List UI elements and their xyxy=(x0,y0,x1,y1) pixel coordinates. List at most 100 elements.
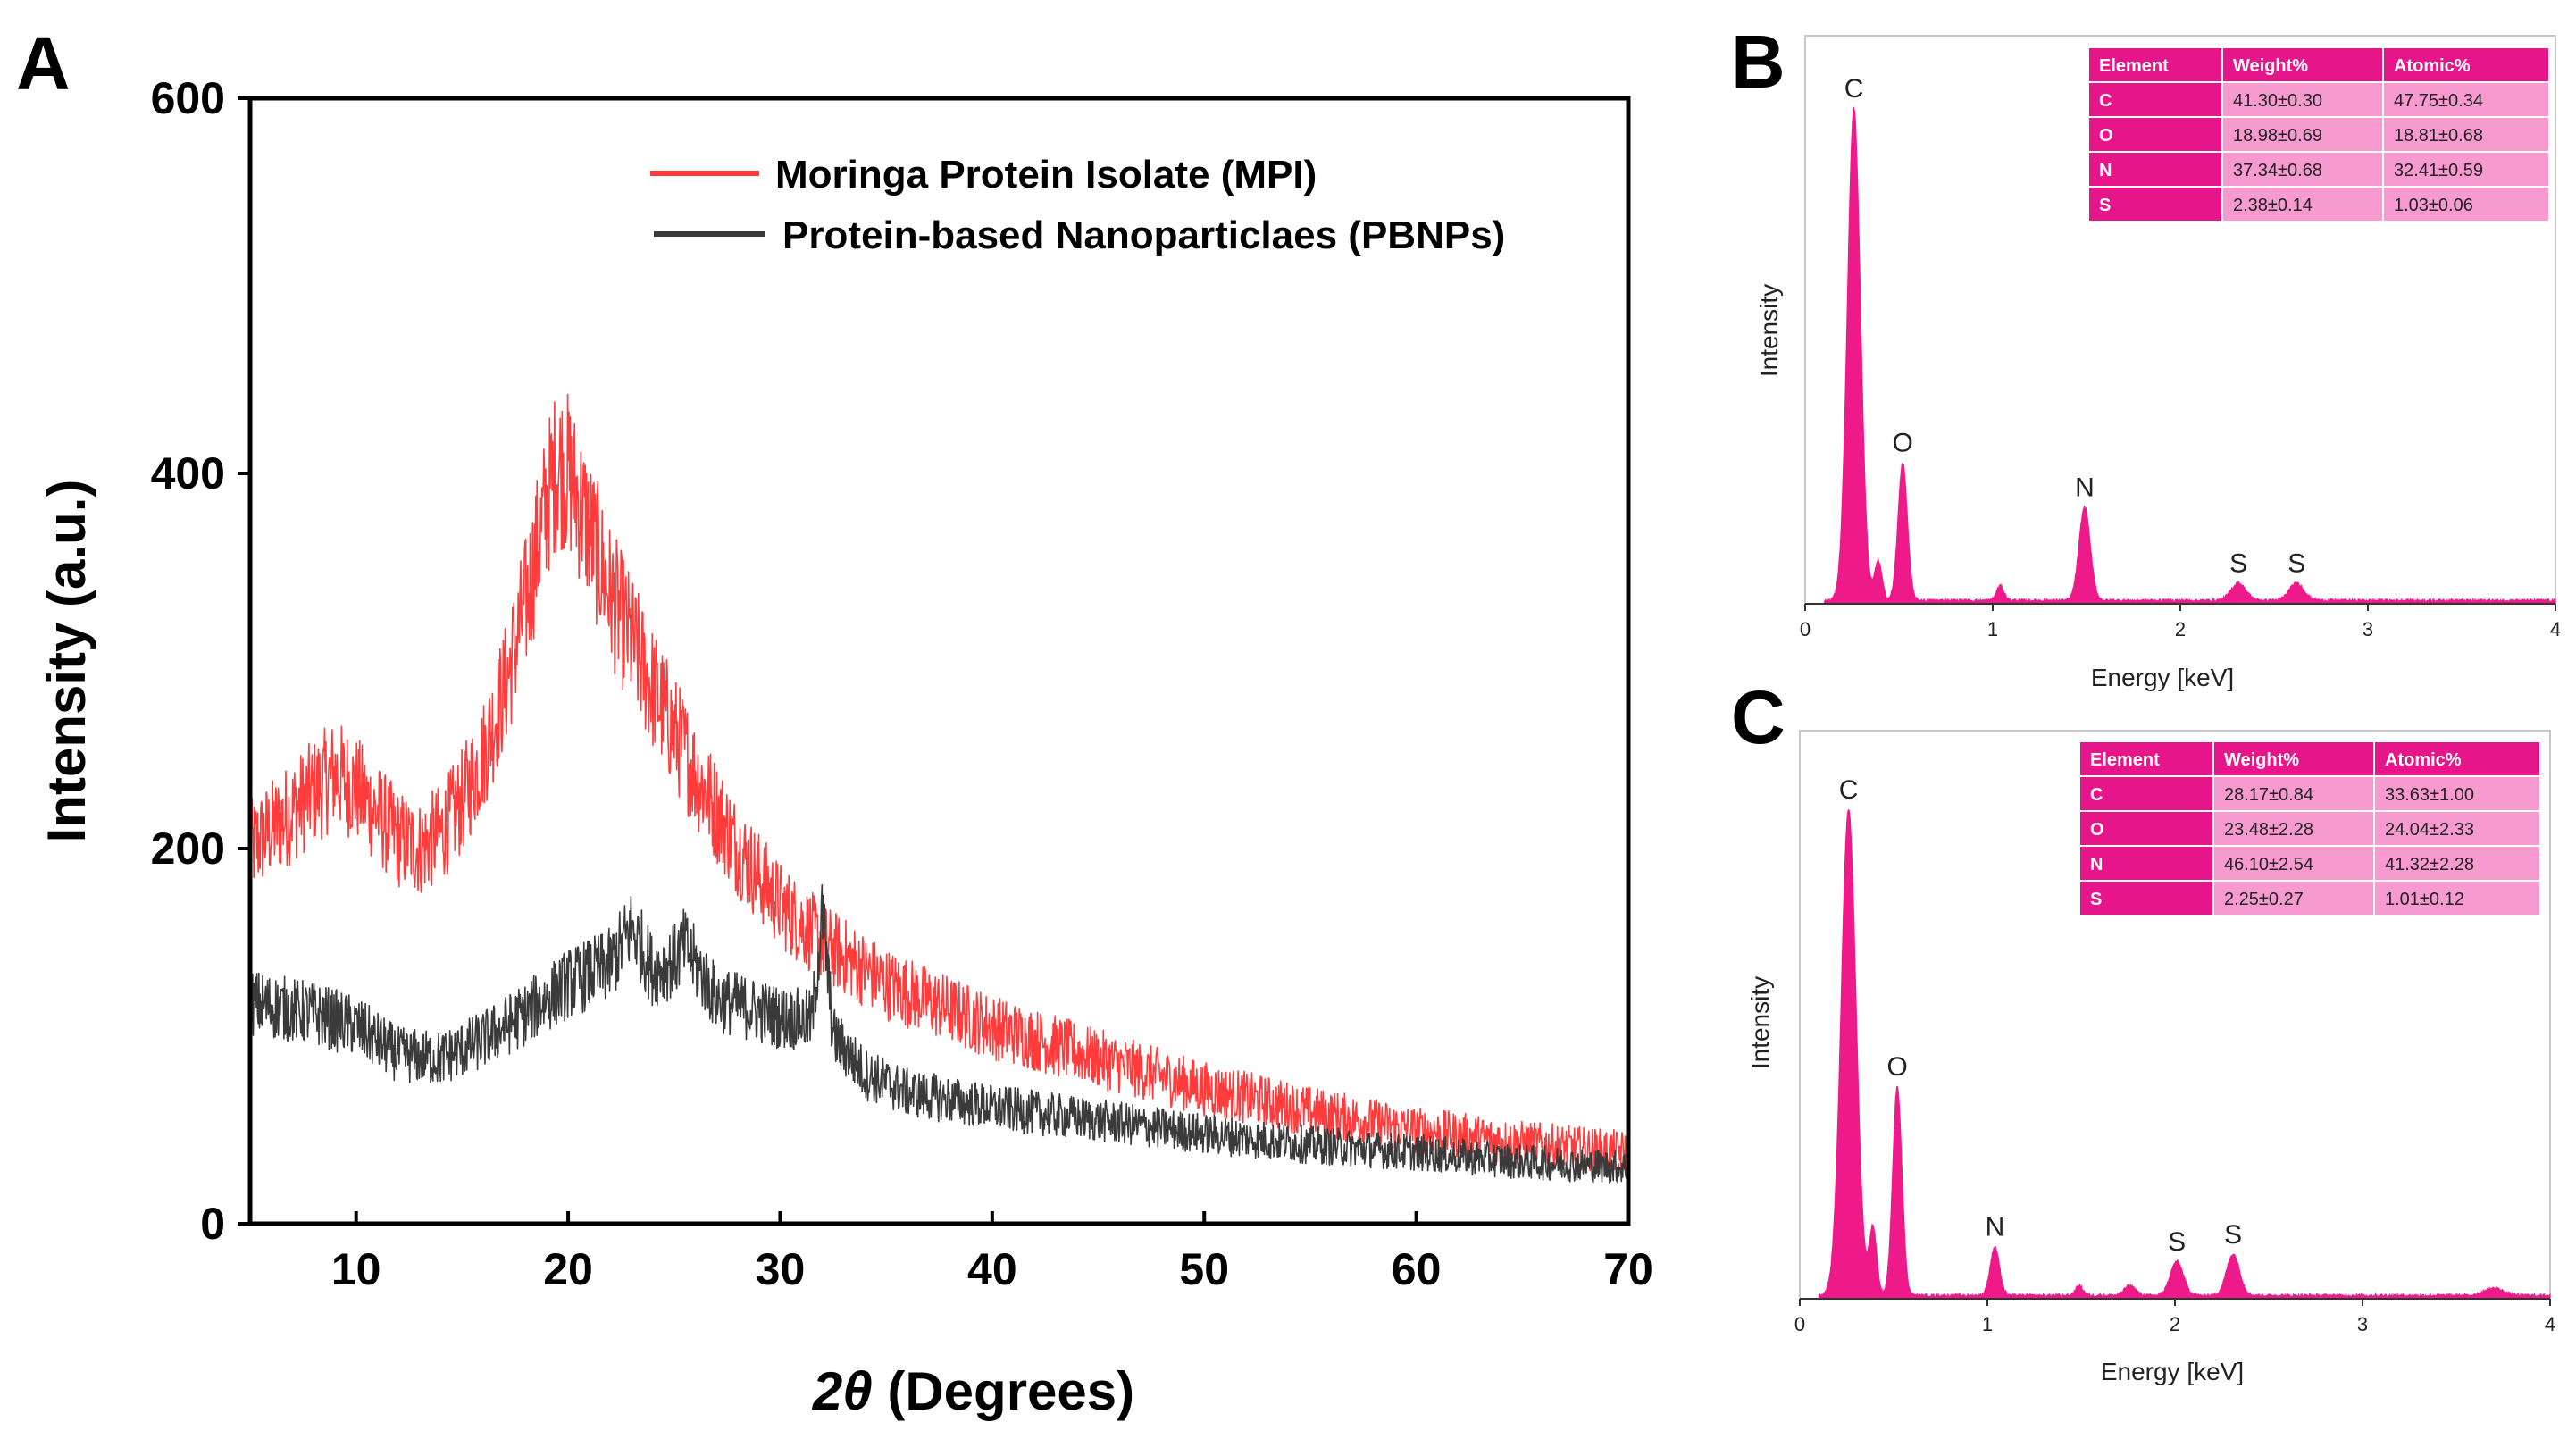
peak-label: S xyxy=(2229,549,2247,579)
table-cell-text: C xyxy=(2099,91,2112,111)
y-axis-label-c: Intensity xyxy=(1746,976,1774,1069)
y-tick-label: 600 xyxy=(151,73,225,123)
y-axis-label: Intensity (a.u.) xyxy=(37,480,96,843)
peak-label: C xyxy=(1839,775,1859,805)
table-cell-text: 24.04±2.33 xyxy=(2385,820,2474,840)
table-cell-text: 23.48±2.28 xyxy=(2224,820,2313,840)
peak-label: N xyxy=(2075,473,2095,502)
table-cell xyxy=(2221,151,2384,188)
table-cell-text: 1.03±0.06 xyxy=(2394,196,2473,215)
x-tick-label: 3 xyxy=(2363,618,2373,640)
table-cell-text: 32.41±0.59 xyxy=(2394,161,2483,180)
x-tick-label: 30 xyxy=(756,1244,806,1294)
peak-label: S xyxy=(2168,1227,2186,1257)
table-cell-text: 1.01±0.12 xyxy=(2385,890,2464,909)
y-tick-label: 400 xyxy=(151,448,225,498)
x-tick-label: 70 xyxy=(1603,1244,1653,1294)
table-cell xyxy=(2373,845,2541,882)
table-cell xyxy=(2087,116,2223,153)
table-cell xyxy=(2373,775,2541,812)
table-cell xyxy=(2087,186,2223,222)
table-cell-text: 37.34±0.68 xyxy=(2233,161,2322,180)
table-cell-text: S xyxy=(2099,196,2111,215)
x-tick-label: 4 xyxy=(2545,1313,2555,1335)
x-tick-label: 1 xyxy=(1982,1313,1993,1335)
plot-frame xyxy=(247,96,1631,1226)
x-tick-label: 10 xyxy=(331,1244,381,1294)
table-header-cell xyxy=(2078,740,2214,777)
x-tick-label: 4 xyxy=(2550,618,2561,640)
legend: Moringa Protein Isolate (MPI) Protein-ba… xyxy=(650,153,1505,257)
table-cell-text: 2.25±0.27 xyxy=(2224,890,2304,909)
composition-table-c: Element Weight% Atomic% C 28.17±0.84 33.63±1.… xyxy=(2078,740,2541,916)
pbnp-series-line xyxy=(249,884,1629,1184)
y-axis-label-b: Intensity xyxy=(1755,284,1783,377)
panel-letter-c: C xyxy=(1731,675,1786,759)
x-axis-label-c: Energy [keV] xyxy=(2101,1358,2244,1385)
peak-label: S xyxy=(2287,549,2305,579)
table-cell xyxy=(2382,186,2550,222)
legend-label-mpi: Moringa Protein Isolate (MPI) xyxy=(775,153,1317,197)
mpi-series-line xyxy=(249,393,1629,1173)
table-cell-text: O xyxy=(2090,820,2104,840)
table-header-text: Weight% xyxy=(2233,56,2308,76)
table-cell-text: 41.32±2.28 xyxy=(2385,855,2474,874)
panel-letter-a: A xyxy=(16,21,71,105)
x-tick-label: 0 xyxy=(1794,1313,1805,1335)
legend-label-pbnp: Protein-based Nanoparticlaes (PBNPs) xyxy=(782,213,1505,257)
table-cell xyxy=(2087,81,2223,118)
table-cell xyxy=(2212,810,2375,847)
table-cell-text: 18.98±0.69 xyxy=(2233,126,2322,146)
table-cell xyxy=(2373,880,2541,916)
table-cell-text: 47.75±0.34 xyxy=(2394,91,2483,111)
composition-table-b: Element Weight% Atomic% C 41.30±0.30 47.75±0.… xyxy=(2087,46,2550,222)
table-header-cell xyxy=(2382,46,2550,83)
table-cell xyxy=(2221,116,2384,153)
x-tick-label: 2 xyxy=(2170,1313,2180,1335)
x-axis-label-b: Energy [keV] xyxy=(2091,664,2234,691)
table-cell-text: S xyxy=(2090,890,2102,909)
x-tick-label: 60 xyxy=(1392,1244,1442,1294)
x-axis-label: 2θ (Degrees) xyxy=(812,1361,1134,1421)
y-tick-label: 200 xyxy=(151,824,225,874)
table-cell-text: 33.63±1.00 xyxy=(2385,785,2474,805)
y-tick-label: 0 xyxy=(200,1199,225,1249)
x-tick-label: 3 xyxy=(2357,1313,2368,1335)
table-cell-text: 18.81±0.68 xyxy=(2394,126,2483,146)
table-cell xyxy=(2221,186,2384,222)
x-tick-label: 40 xyxy=(967,1244,1017,1294)
x-axis-label-math: 2θ xyxy=(812,1361,873,1421)
peak-label: C xyxy=(1844,74,1864,104)
table-header-cell xyxy=(2212,740,2375,777)
table-cell xyxy=(2078,775,2214,812)
table-cell xyxy=(2382,116,2550,153)
spectrum-area xyxy=(1805,106,2556,605)
x-axis-label-rest: (Degrees) xyxy=(873,1361,1134,1421)
table-header-text: Element xyxy=(2090,750,2160,770)
table-cell xyxy=(2382,151,2550,188)
x-tick-label: 20 xyxy=(543,1244,593,1294)
panel-letter-b: B xyxy=(1731,20,1786,104)
peak-label: S xyxy=(2224,1220,2242,1250)
x-tick-label: 50 xyxy=(1179,1244,1229,1294)
table-header-text: Element xyxy=(2099,56,2169,76)
table-cell xyxy=(2221,81,2384,118)
table-cell xyxy=(2087,151,2223,188)
table-header-text: Weight% xyxy=(2224,750,2299,770)
table-cell-text: O xyxy=(2099,126,2113,146)
x-tick-label: 1 xyxy=(1987,618,1998,640)
table-cell-text: 28.17±0.84 xyxy=(2224,785,2313,805)
table-cell-text: N xyxy=(2090,855,2103,874)
peak-label: N xyxy=(1986,1213,2005,1242)
x-tick-label: 2 xyxy=(2175,618,2186,640)
table-header-cell xyxy=(2373,740,2541,777)
spectrum-area xyxy=(1800,808,2551,1300)
table-cell-text: 2.38±0.14 xyxy=(2233,196,2313,215)
xrd-chart: 10 20 30 40 50 60 70 0 200 400 600 Intensity (a.u.… xyxy=(37,73,1653,1421)
x-tick-label: 0 xyxy=(1800,618,1811,640)
table-header-text: Atomic% xyxy=(2394,56,2471,76)
peak-label: O xyxy=(1893,429,1913,458)
table-cell-text: 41.30±0.30 xyxy=(2233,91,2322,111)
